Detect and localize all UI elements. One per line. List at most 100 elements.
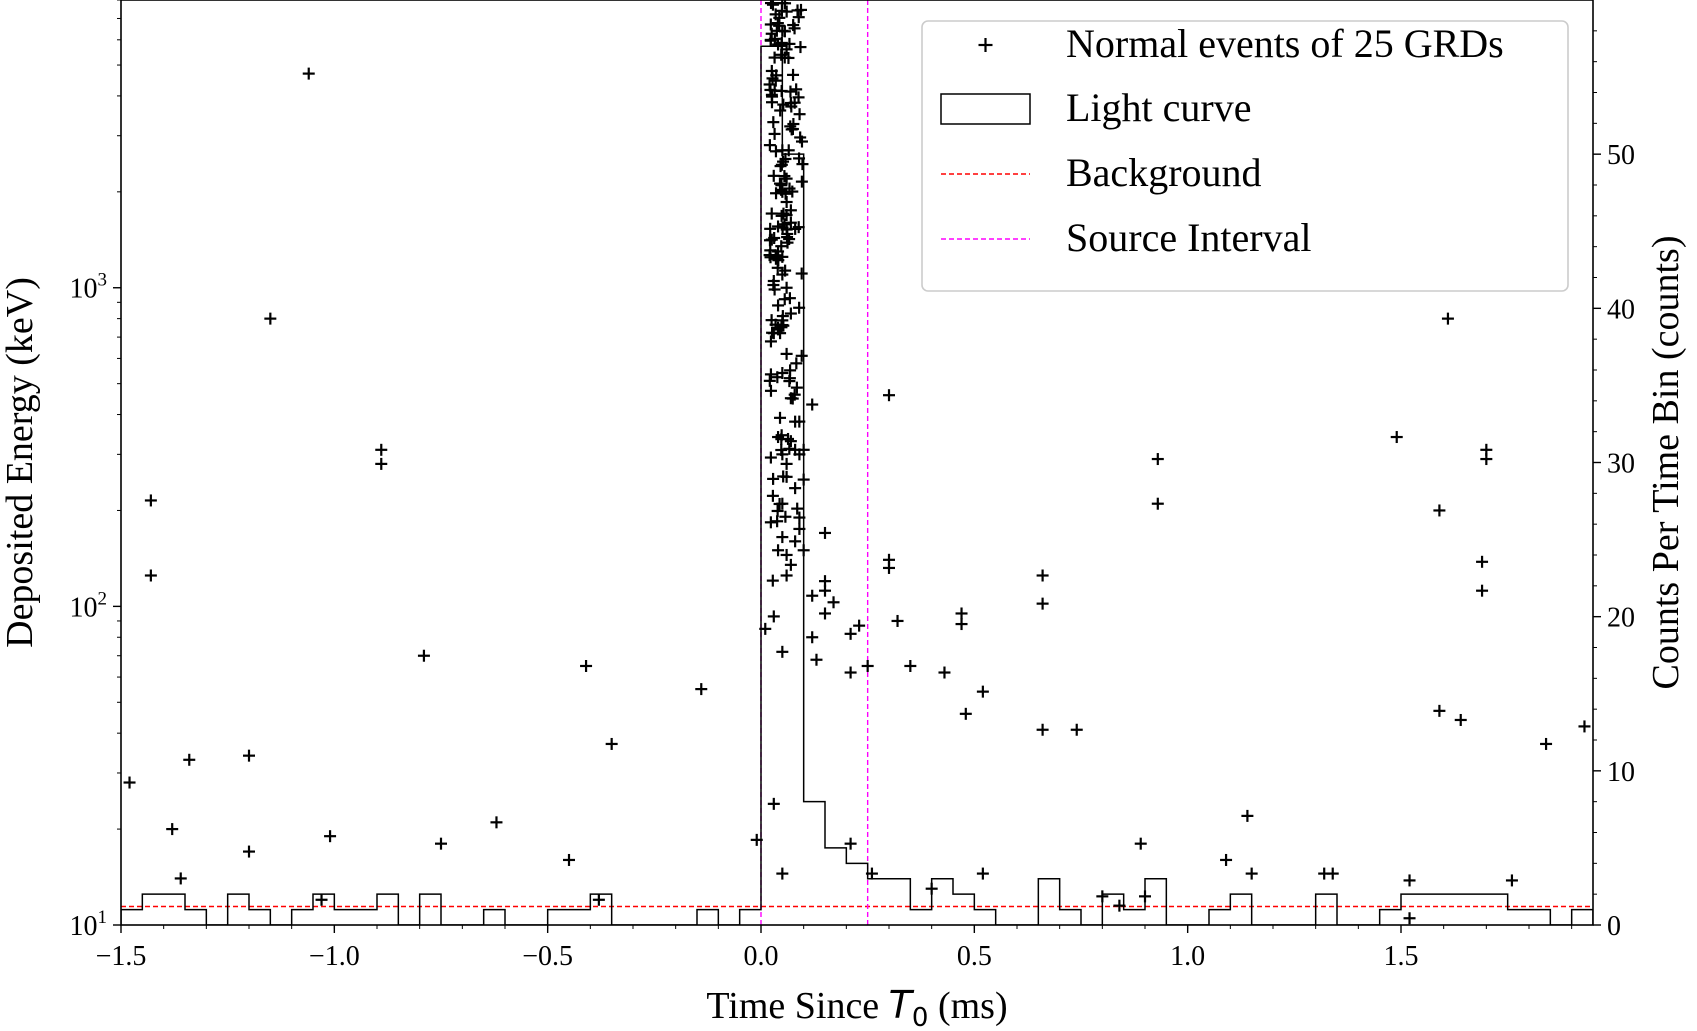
burst-event-36 xyxy=(769,74,782,87)
burst-extra-event-14 xyxy=(776,268,789,281)
burst-extra-event-34 xyxy=(789,482,802,495)
event-point-6 xyxy=(243,749,255,762)
event-point-42 xyxy=(865,867,878,880)
burst-event-98 xyxy=(783,375,796,388)
event-point-30 xyxy=(810,653,823,666)
burst-extra-event-9 xyxy=(784,204,797,217)
burst-extra-event-31 xyxy=(780,457,793,470)
burst-event-50 xyxy=(765,64,778,77)
burst-event-94 xyxy=(777,207,790,220)
burst-event-77 xyxy=(763,139,776,152)
event-point-17 xyxy=(563,853,575,866)
burst-extra-event-43 xyxy=(784,558,797,571)
burst-extra-event-39 xyxy=(789,535,802,548)
burst-event-104 xyxy=(767,116,780,129)
event-point-65 xyxy=(1220,853,1233,866)
burst-extra-event-7 xyxy=(780,172,793,185)
burst-extra-event-41 xyxy=(772,544,785,557)
event-point-20 xyxy=(605,737,618,750)
x-tick-label: −0.5 xyxy=(522,941,573,972)
burst-extra-event-20 xyxy=(767,327,780,340)
light-curve xyxy=(121,45,1593,925)
burst-extra-event-6 xyxy=(776,144,789,157)
burst-extra-event-44 xyxy=(780,569,793,582)
burst-event-99 xyxy=(784,364,797,377)
burst-event-109 xyxy=(772,220,785,233)
burst-event-55 xyxy=(768,51,781,64)
burst-event-49 xyxy=(780,196,793,209)
burst-event-67 xyxy=(774,411,787,424)
burst-event-128 xyxy=(789,222,802,235)
burst-event-65 xyxy=(766,574,779,587)
burst-event-145 xyxy=(764,384,777,397)
burst-extra-event-12 xyxy=(776,250,789,263)
legend-label: Source Interval xyxy=(1066,215,1311,260)
burst-event-139 xyxy=(771,261,784,274)
event-point-46 xyxy=(891,614,904,627)
event-point-10 xyxy=(315,893,328,906)
burst-event-14 xyxy=(774,160,787,173)
burst-extra-event-29 xyxy=(797,443,810,456)
legend-box-icon xyxy=(940,93,1031,125)
burst-event-54 xyxy=(783,37,796,50)
event-point-49 xyxy=(925,882,938,895)
event-point-3 xyxy=(166,823,179,836)
event-point-40 xyxy=(853,619,866,632)
burst-extra-event-24 xyxy=(789,415,802,428)
event-point-0 xyxy=(123,776,136,789)
burst-event-28 xyxy=(764,222,777,235)
burst-extra-event-4 xyxy=(784,97,797,110)
event-point-62 xyxy=(1139,890,1151,903)
burst-event-138 xyxy=(795,135,808,148)
burst-event-108 xyxy=(790,357,803,370)
burst-event-13 xyxy=(795,349,808,362)
legend-label: Normal events of 25 GRDs xyxy=(1066,21,1504,66)
burst-event-72 xyxy=(785,123,798,136)
burst-extra-event-25 xyxy=(772,431,785,444)
event-point-67 xyxy=(1245,867,1258,880)
event-point-15 xyxy=(435,837,447,850)
burst-event-61 xyxy=(770,187,783,200)
burst-extra-event-13 xyxy=(767,274,780,287)
burst-event-51 xyxy=(793,301,806,314)
burst-extra-event-35 xyxy=(776,497,789,510)
x-tick-label: 1.5 xyxy=(1384,941,1419,972)
burst-event-121 xyxy=(791,502,804,515)
event-point-82 xyxy=(1540,737,1553,750)
y2-tick-label: 50 xyxy=(1607,140,1635,171)
legend-label: Background xyxy=(1066,150,1262,195)
burst-extra-event-1 xyxy=(776,24,789,37)
event-point-60 xyxy=(1113,899,1126,912)
event-point-48 xyxy=(938,666,951,679)
y-tick-label: 101 xyxy=(70,907,108,942)
event-point-74 xyxy=(1433,704,1446,717)
burst-extra-event-21 xyxy=(780,347,793,360)
burst-event-47 xyxy=(765,0,778,10)
burst-event-131 xyxy=(780,5,793,18)
event-point-5 xyxy=(183,753,196,766)
event-point-26 xyxy=(776,867,789,880)
event-point-61 xyxy=(1134,837,1147,850)
burst-extra-event-30 xyxy=(776,448,789,461)
event-point-24 xyxy=(767,610,780,623)
event-point-55 xyxy=(1036,569,1049,582)
event-point-76 xyxy=(1454,713,1467,726)
burst-event-89 xyxy=(782,51,795,64)
burst-event-100 xyxy=(767,169,780,182)
event-point-75 xyxy=(1441,312,1454,325)
burst-event-143 xyxy=(778,170,791,183)
event-point-37 xyxy=(844,627,857,640)
y2-axis-label: Counts Per Time Bin (counts) xyxy=(1645,236,1687,690)
event-point-52 xyxy=(959,707,972,720)
event-point-29 xyxy=(806,631,819,644)
burst-extra-event-36 xyxy=(793,511,806,524)
event-point-41 xyxy=(861,659,874,672)
event-point-43 xyxy=(883,389,895,402)
event-point-12 xyxy=(375,443,388,456)
burst-event-30 xyxy=(795,267,808,280)
burst-extra-event-42 xyxy=(780,548,793,561)
y-axis-label: Deposited Energy (keV) xyxy=(0,277,41,648)
event-point-50 xyxy=(955,607,968,620)
event-point-69 xyxy=(1326,867,1339,880)
